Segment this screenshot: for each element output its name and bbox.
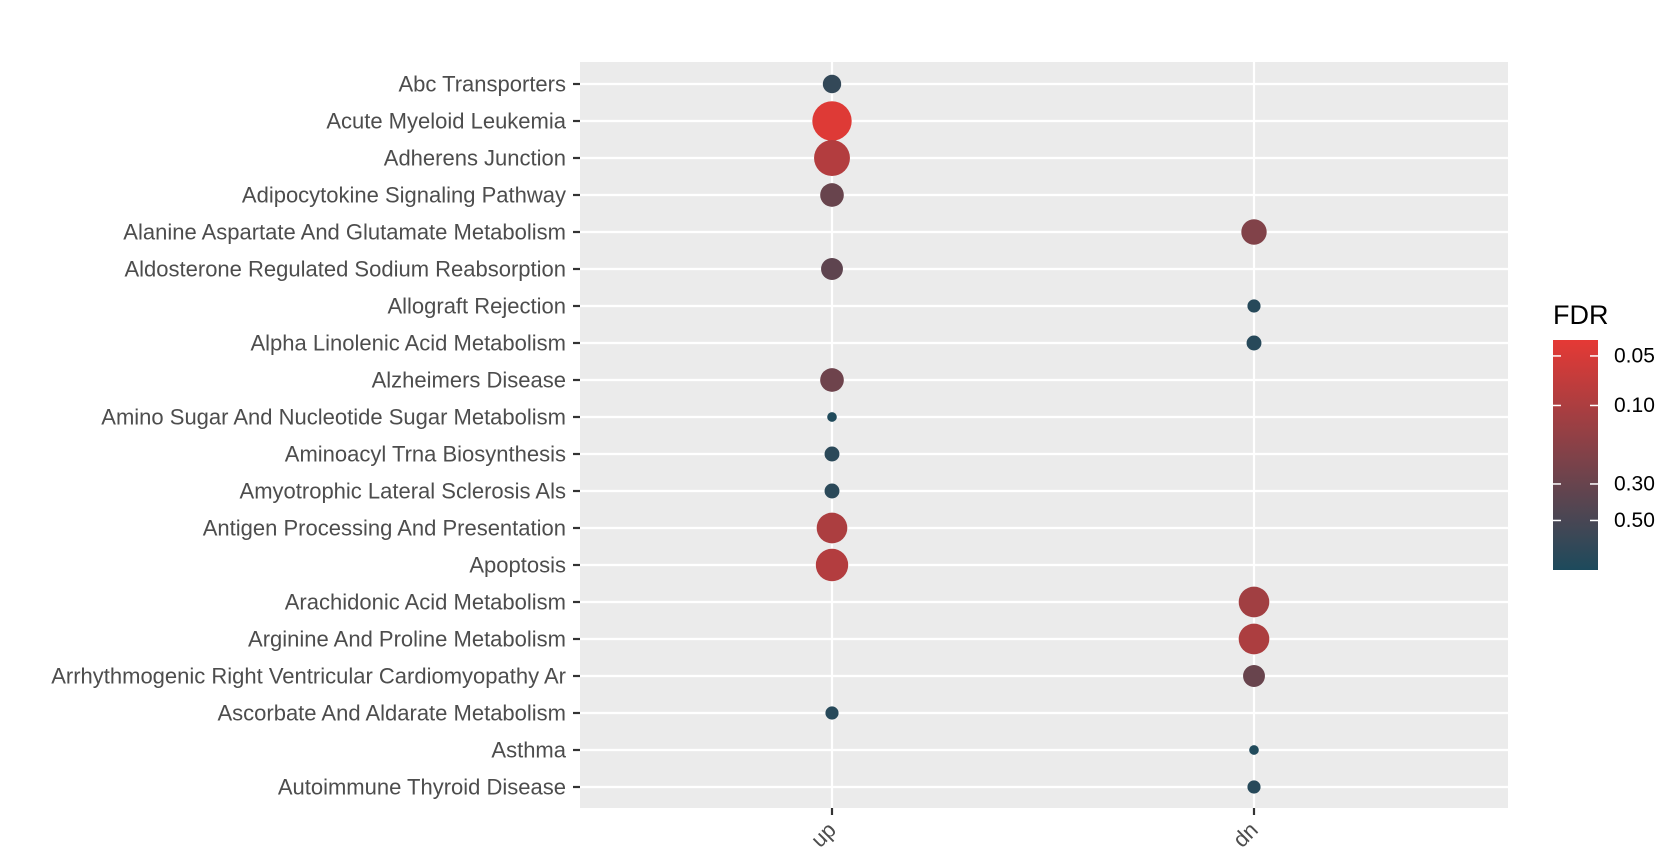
y-tick-label: Alzheimers Disease [372,368,566,393]
legend-label: 0.05 [1614,344,1655,367]
y-tick-label: Alpha Linolenic Acid Metabolism [250,331,566,356]
legend-label: 0.50 [1614,509,1655,532]
legend-title: FDR [1553,300,1609,330]
y-tick-label: Apoptosis [469,553,566,578]
data-point [820,368,844,392]
data-point [827,412,837,422]
y-tick-label: Alanine Aspartate And Glutamate Metaboli… [123,220,566,245]
y-tick-label: Asthma [491,738,566,763]
y-tick-label: Amyotrophic Lateral Sclerosis Als [240,479,566,504]
data-point [821,258,843,280]
data-point [824,446,840,462]
y-tick-label: Aldosterone Regulated Sodium Reabsorptio… [124,257,566,282]
y-tick-label: Allograft Rejection [387,294,566,319]
y-tick-label: Ascorbate And Aldarate Metabolism [217,701,566,726]
legend-label: 0.10 [1614,394,1655,417]
y-tick-label: Abc Transporters [398,72,566,97]
data-point [1243,665,1265,687]
data-point [1247,299,1261,313]
y-tick-label: Amino Sugar And Nucleotide Sugar Metabol… [101,405,566,430]
data-point [825,706,839,720]
data-point [812,101,852,141]
data-point [1238,586,1270,618]
x-tick-label: up [806,817,841,852]
y-tick-label: Adipocytokine Signaling Pathway [242,183,566,208]
y-tick-label: Arachidonic Acid Metabolism [285,590,566,615]
data-point [815,548,849,582]
y-tick-label: Arginine And Proline Metabolism [248,627,566,652]
data-point [1246,335,1262,351]
data-point [820,183,844,207]
data-point [816,512,848,544]
y-tick-label: Autoimmune Thyroid Disease [278,775,566,800]
data-point [1241,219,1267,245]
data-point [824,483,840,499]
y-tick-label: Acute Myeloid Leukemia [326,109,566,134]
plot-panel [580,62,1508,808]
legend-colorbar [1553,340,1598,570]
data-point [1249,745,1259,755]
data-point [814,140,850,176]
y-tick-label: Arrhythmogenic Right Ventricular Cardiom… [51,664,566,689]
y-tick-label: Antigen Processing And Presentation [203,516,566,541]
data-point [1238,623,1270,655]
x-tick-label: dn [1228,817,1263,852]
y-tick-label: Adherens Junction [384,146,566,171]
data-point [1247,780,1261,794]
legend-label: 0.30 [1614,472,1655,495]
data-point [822,74,842,94]
y-tick-label: Aminoacyl Trna Biosynthesis [285,442,566,467]
